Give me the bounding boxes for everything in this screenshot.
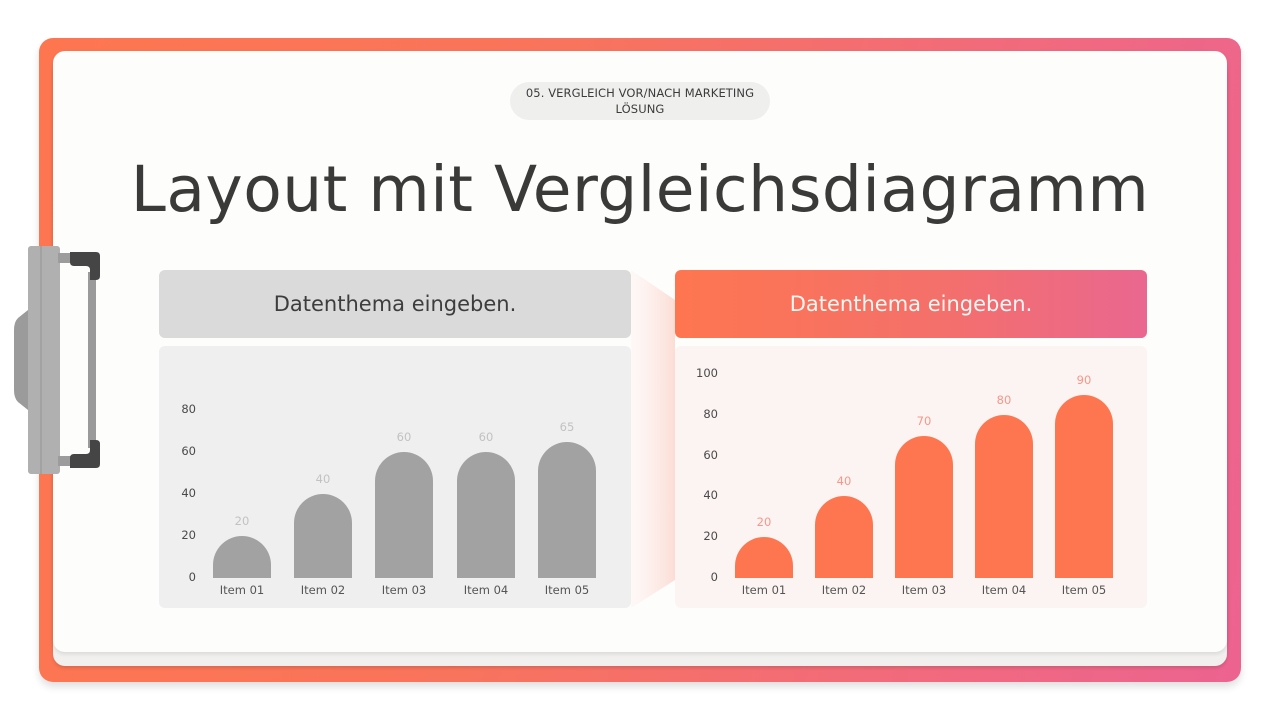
y-tick: 40 — [703, 488, 718, 502]
y-tick: 100 — [696, 366, 718, 380]
bar-item-03 — [375, 452, 433, 578]
before-panel-title: Datenthema eingeben. — [273, 292, 517, 316]
y-tick: 20 — [703, 529, 718, 543]
y-tick: 60 — [181, 444, 196, 458]
bar-item-02 — [815, 496, 873, 578]
bar-value-label: 20 — [234, 514, 250, 528]
x-axis-label: Item 03 — [381, 583, 427, 597]
clipboard-clip-icon — [14, 246, 100, 474]
y-tick: 20 — [181, 528, 196, 542]
x-axis-label: Item 01 — [219, 583, 265, 597]
y-tick: 40 — [181, 486, 196, 500]
bar-value-label: 20 — [756, 515, 772, 529]
bar-value-label: 60 — [478, 430, 494, 444]
bar-item-04 — [457, 452, 515, 578]
y-tick: 80 — [181, 402, 196, 416]
after-panel-header: Datenthema eingeben. — [675, 270, 1147, 338]
x-axis-label: Item 02 — [821, 583, 867, 597]
comparison-projection — [631, 270, 675, 608]
x-axis-label: Item 01 — [741, 583, 787, 597]
bar-value-label: 70 — [916, 414, 932, 428]
x-axis-label: Item 04 — [981, 583, 1027, 597]
section-badge: 05. VERGLEICH VOR/NACH MARKETING LÖSUNG — [510, 82, 770, 120]
x-axis-label: Item 04 — [463, 583, 509, 597]
bar-value-label: 90 — [1076, 373, 1092, 387]
bar-value-label: 40 — [836, 474, 852, 488]
bar-item-04 — [975, 415, 1033, 578]
section-badge-line2: LÖSUNG — [615, 102, 665, 116]
x-axis-label: Item 02 — [300, 583, 346, 597]
bar-item-03 — [895, 436, 953, 578]
bar-value-label: 65 — [559, 420, 575, 434]
bar-value-label: 80 — [996, 393, 1012, 407]
bar-item-02 — [294, 494, 352, 578]
x-axis-label: Item 03 — [901, 583, 947, 597]
page-title: Layout mit Vergleichsdiagramm — [130, 153, 1150, 226]
bar-item-01 — [735, 537, 793, 578]
bar-value-label: 40 — [315, 472, 331, 486]
after-panel-title: Datenthema eingeben. — [789, 292, 1033, 316]
y-tick: 0 — [710, 570, 718, 584]
bar-item-05 — [538, 442, 596, 578]
bar-item-01 — [213, 536, 271, 578]
y-tick: 80 — [703, 407, 718, 421]
bar-value-label: 60 — [396, 430, 412, 444]
bar-item-05 — [1055, 395, 1113, 578]
x-axis-label: Item 05 — [1061, 583, 1107, 597]
x-axis-label: Item 05 — [544, 583, 590, 597]
y-tick: 60 — [703, 448, 718, 462]
section-badge-line1: 05. VERGLEICH VOR/NACH MARKETING — [525, 86, 755, 100]
before-panel-header: Datenthema eingeben. — [159, 270, 631, 338]
y-tick: 0 — [188, 570, 196, 584]
